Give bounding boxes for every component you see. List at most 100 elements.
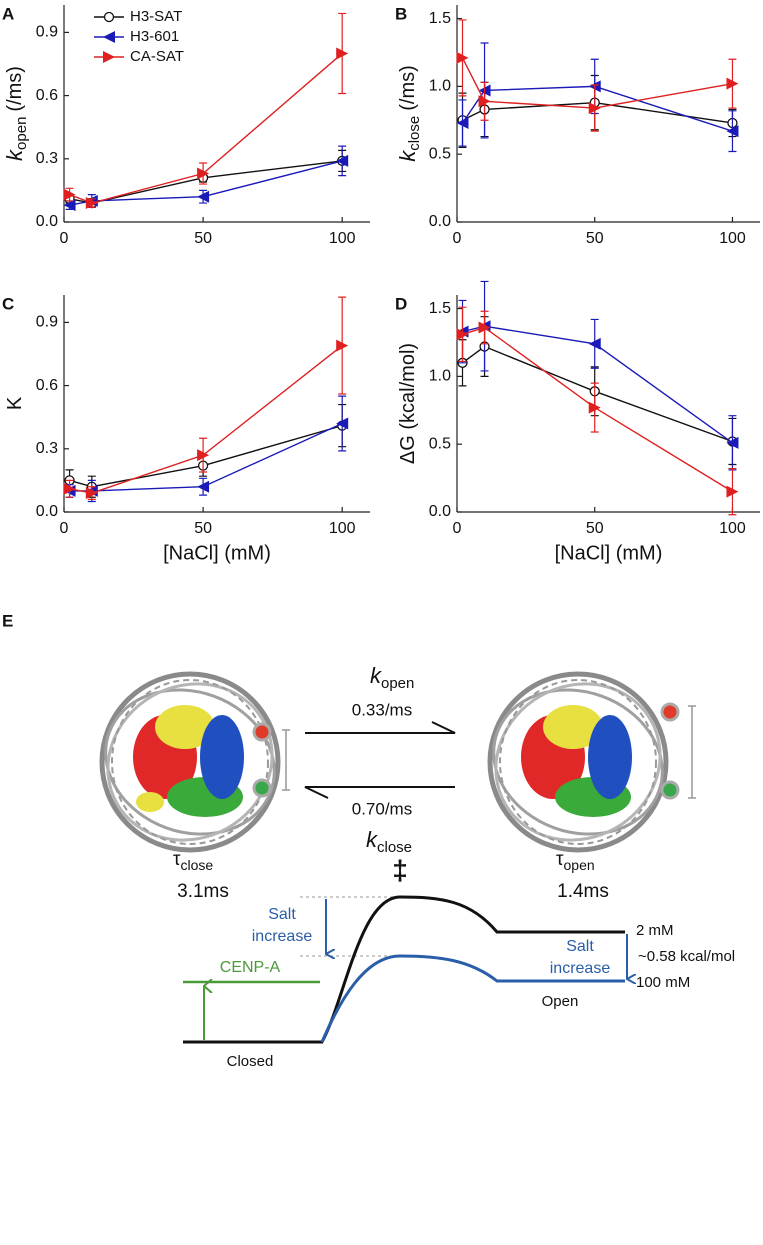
rate-close: 0.70/ms (352, 799, 412, 818)
x-tick-label: 0 (453, 520, 462, 537)
x-tick-label: 100 (719, 520, 746, 537)
marker (726, 436, 739, 449)
series-line (69, 422, 343, 492)
y-tick-label: 0.9 (36, 24, 58, 41)
x-tick-label: 100 (329, 230, 356, 247)
y-label-text: K (4, 396, 26, 410)
marker (726, 485, 739, 498)
legend-label: H3-SAT (130, 8, 182, 25)
marker (478, 95, 491, 108)
chart: C 0.0 0.3 0.6 0.9 0 50 100 K [NaCl] (mM) (2, 294, 370, 564)
y-label-unit: (/ms) (4, 66, 26, 112)
chart: B 0.0 0.5 1.0 1.5 0 50 100 kclose (/ms) (395, 4, 760, 247)
series-line (462, 326, 733, 493)
marker (63, 199, 76, 212)
marker (456, 51, 469, 64)
y-label-unit: (/ms) (397, 65, 419, 111)
marker (197, 167, 210, 180)
y-tick-label: 1.0 (429, 368, 451, 385)
y-tick-label: 0.3 (36, 150, 58, 167)
cenp-a-label: CENP-A (220, 959, 281, 976)
forward-arrow (305, 721, 456, 734)
salt-label: Salt (566, 938, 594, 955)
panel-label: E (2, 611, 13, 630)
series-line (69, 424, 343, 488)
x-tick-label: 100 (719, 230, 746, 247)
marker (456, 328, 469, 341)
tau-close-value: 3.1ms (177, 881, 229, 902)
marker (197, 190, 210, 203)
marker (726, 125, 739, 138)
marker (726, 77, 739, 90)
marker (336, 339, 349, 352)
nucleosome-closed (99, 671, 290, 853)
marker (85, 487, 98, 500)
salt-label: increase (550, 960, 611, 977)
y-tick-label: 1.5 (429, 10, 451, 27)
panel-label: B (395, 4, 407, 23)
state-label: Open (542, 993, 579, 1010)
x-tick-label: 0 (453, 230, 462, 247)
legend-label: H3-601 (130, 28, 179, 45)
k-symbol: k (366, 827, 378, 852)
series-line (69, 52, 343, 204)
transition-state: ‡ (392, 854, 408, 885)
marker (336, 47, 349, 60)
marker (336, 417, 349, 430)
marker (63, 188, 76, 201)
x-tick-label: 50 (586, 520, 604, 537)
x-tick-label: 100 (329, 520, 356, 537)
marker (197, 480, 210, 493)
x-tick-label: 50 (194, 520, 212, 537)
legend-marker (103, 31, 115, 43)
y-tick-label: 0.6 (36, 87, 58, 104)
y-axis-label: K (4, 396, 26, 410)
state-label: Closed (227, 1053, 274, 1070)
x-tick-label: 50 (586, 230, 604, 247)
series-line (462, 345, 733, 443)
tau-sub: open (564, 857, 595, 873)
legend-marker (103, 51, 115, 63)
panel-label: A (2, 4, 14, 23)
landscape-100mm (320, 954, 625, 1043)
k-close: kclose (366, 827, 412, 856)
y-tick-label: 0.0 (429, 503, 451, 520)
panel-label: D (395, 294, 407, 313)
series-line (462, 101, 733, 124)
y-tick-label: 0.5 (429, 435, 451, 452)
y-tick-label: 1.5 (429, 300, 451, 317)
backward-arrow (304, 786, 455, 799)
tau-symbol: τ (173, 849, 181, 870)
tau-sub: close (181, 857, 214, 873)
x-tick-label: 50 (194, 230, 212, 247)
series-line (461, 57, 733, 109)
y-label-symbol: k (2, 149, 27, 161)
k-sub: close (377, 839, 412, 856)
chart: A 0.0 0.3 0.6 0.9 0 50 100 kopen (/ms) H3-SAT H3-60… (2, 4, 370, 247)
y-axis-label: kopen (/ms) (2, 66, 30, 161)
y-tick-label: 0.3 (36, 440, 58, 457)
tau-symbol: τ (556, 849, 564, 870)
marker (456, 116, 469, 129)
x-tick-label: 0 (60, 230, 69, 247)
y-tick-label: 1.0 (429, 78, 451, 95)
k-open: kopen (370, 663, 414, 692)
y-tick-label: 0.0 (36, 503, 58, 520)
series-line (69, 160, 343, 204)
y-label-sub: close (406, 116, 423, 151)
y-tick-label: 0.0 (429, 213, 451, 230)
panel-e: E (2, 611, 735, 1069)
conc-label: 2 mM (636, 922, 674, 939)
y-tick-label: 0.9 (36, 314, 58, 331)
k-symbol: k (370, 663, 382, 688)
legend-marker (103, 11, 115, 23)
y-label-text: ΔG (kcal/mol) (397, 343, 419, 464)
legend-label: CA-SAT (130, 48, 184, 65)
tau-close: τclose (173, 849, 213, 873)
k-sub: open (381, 675, 414, 692)
panel-label: C (2, 294, 14, 313)
tau-open: τopen (556, 849, 595, 873)
tau-open-value: 1.4ms (557, 881, 609, 902)
series-line (462, 325, 733, 444)
marker (588, 102, 601, 115)
